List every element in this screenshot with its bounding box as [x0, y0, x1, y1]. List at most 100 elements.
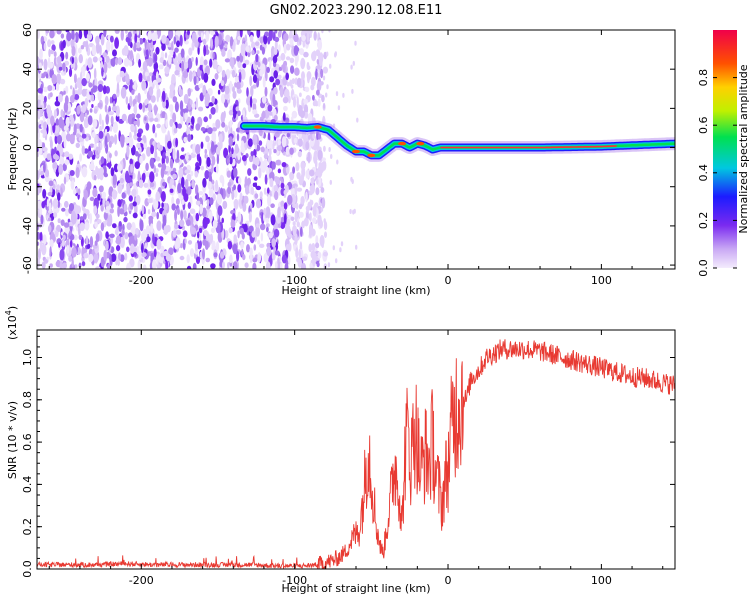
- noise-dot: [289, 147, 294, 155]
- noise-dot: [68, 203, 75, 211]
- noise-dot: [194, 241, 198, 252]
- noise-dot: [83, 189, 89, 200]
- noise-dot: [248, 225, 254, 233]
- noise-dot: [172, 147, 176, 160]
- noise-dot: [303, 51, 309, 58]
- noise-dot: [328, 147, 331, 152]
- noise-dot: [124, 232, 129, 240]
- noise-dot: [158, 64, 164, 70]
- noise-dot: [211, 155, 216, 166]
- snr-scale-suffix: ): [6, 306, 19, 310]
- noise-dot: [233, 190, 238, 198]
- noise-dot: [149, 86, 154, 96]
- noise-dot: [67, 218, 71, 223]
- noise-dot: [169, 178, 175, 186]
- noise-dot: [179, 89, 184, 97]
- noise-dot: [40, 93, 44, 106]
- noise-dot: [236, 88, 242, 94]
- noise-dot: [212, 59, 218, 70]
- noise-dot: [266, 66, 270, 73]
- noise-dot: [152, 259, 157, 269]
- noise-dot: [50, 115, 55, 126]
- noise-dot: [187, 154, 192, 161]
- noise-dot: [167, 54, 172, 65]
- noise-dot: [184, 238, 187, 245]
- noise-dot: [53, 168, 56, 173]
- noise-dot: [296, 187, 303, 192]
- noise-dot: [297, 138, 303, 147]
- noise-dot: [60, 109, 64, 118]
- noise-dot: [130, 164, 134, 173]
- noise-dot: [56, 184, 60, 191]
- noise-dot: [89, 236, 94, 248]
- noise-dot: [167, 140, 172, 149]
- noise-dot: [147, 75, 151, 82]
- noise-dot: [240, 45, 246, 57]
- noise-dot: [156, 238, 162, 250]
- y-tick-label: 0.4: [21, 476, 34, 494]
- noise-dot: [256, 50, 260, 55]
- noise-dot: [100, 222, 105, 232]
- noise-dot: [112, 190, 118, 196]
- noise-dot: [205, 135, 210, 143]
- noise-dot: [165, 156, 169, 164]
- spectrogram-xlabel: Height of straight line (km): [281, 284, 430, 297]
- noise-dot: [69, 174, 73, 182]
- noise-dot: [114, 30, 120, 34]
- noise-dot: [298, 211, 304, 218]
- noise-dot: [258, 167, 262, 179]
- noise-dot: [43, 86, 48, 93]
- noise-dot: [110, 253, 117, 262]
- noise-dot: [275, 159, 282, 166]
- noise-dot: [351, 179, 354, 184]
- noise-dot: [255, 198, 262, 209]
- noise-dot: [119, 70, 125, 78]
- noise-dot: [88, 253, 94, 263]
- noise-dot: [126, 262, 131, 269]
- track-core: [440, 145, 617, 149]
- noise-dot: [249, 75, 253, 87]
- noise-dot: [105, 114, 109, 125]
- noise-dot: [92, 56, 98, 63]
- noise-dot: [307, 112, 313, 124]
- noise-dot: [177, 182, 182, 194]
- noise-dot: [309, 223, 313, 234]
- noise-dot: [217, 65, 223, 73]
- noise-dot: [110, 115, 114, 125]
- noise-dot: [186, 126, 191, 136]
- noise-dot: [150, 144, 155, 155]
- noise-dot: [228, 109, 234, 116]
- noise-dot: [118, 252, 121, 261]
- noise-dot: [342, 92, 345, 98]
- noise-dot: [246, 96, 252, 106]
- noise-dot: [183, 30, 187, 42]
- noise-dot: [240, 68, 246, 80]
- noise-dot: [232, 90, 237, 99]
- noise-dot: [154, 104, 158, 116]
- noise-dot: [49, 263, 53, 268]
- noise-dot: [299, 48, 305, 56]
- noise-dot: [307, 201, 312, 211]
- noise-dot: [227, 186, 232, 195]
- noise-dot: [60, 33, 65, 39]
- noise-dot: [280, 216, 285, 223]
- noise-dot: [320, 187, 325, 193]
- noise-dot: [321, 161, 326, 169]
- noise-dot: [292, 96, 297, 108]
- noise-dot: [304, 86, 310, 93]
- noise-dot: [149, 182, 155, 188]
- noise-dot: [181, 199, 185, 205]
- noise-dot: [152, 33, 158, 41]
- noise-dot: [84, 112, 88, 118]
- noise-dot: [58, 163, 64, 175]
- noise-dot: [77, 188, 81, 196]
- noise-dot: [285, 72, 290, 81]
- noise-dot: [108, 153, 112, 159]
- noise-dot: [40, 170, 44, 175]
- noise-dot: [37, 87, 43, 94]
- noise-dot: [41, 244, 47, 256]
- noise-dot: [87, 57, 93, 69]
- noise-dot: [323, 218, 326, 224]
